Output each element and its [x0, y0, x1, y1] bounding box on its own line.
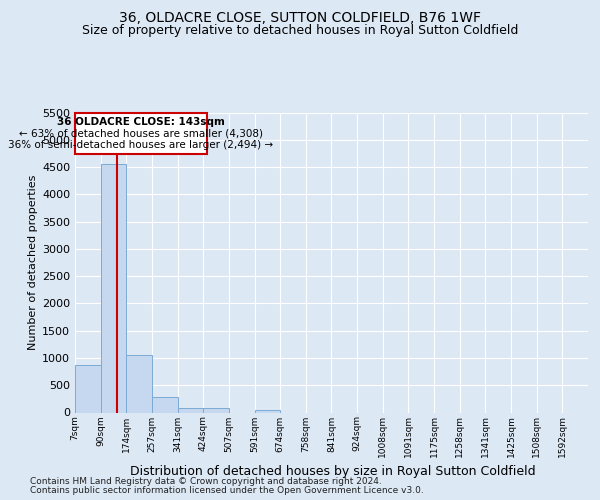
- Bar: [254, 410, 280, 412]
- Bar: [101, 164, 127, 412]
- Bar: [178, 408, 203, 412]
- Bar: [203, 408, 229, 412]
- Bar: [152, 397, 178, 412]
- Text: Distribution of detached houses by size in Royal Sutton Coldfield: Distribution of detached houses by size …: [130, 464, 536, 477]
- Y-axis label: Number of detached properties: Number of detached properties: [28, 175, 38, 350]
- Text: Contains HM Land Registry data © Crown copyright and database right 2024.: Contains HM Land Registry data © Crown c…: [30, 477, 382, 486]
- Text: 36% of semi-detached houses are larger (2,494) →: 36% of semi-detached houses are larger (…: [8, 140, 274, 150]
- Bar: [127, 354, 152, 412]
- Text: Size of property relative to detached houses in Royal Sutton Coldfield: Size of property relative to detached ho…: [82, 24, 518, 37]
- Text: ← 63% of detached houses are smaller (4,308): ← 63% of detached houses are smaller (4,…: [19, 128, 263, 138]
- Text: 36 OLDACRE CLOSE: 143sqm: 36 OLDACRE CLOSE: 143sqm: [57, 116, 225, 126]
- Bar: [75, 364, 101, 412]
- Text: Contains public sector information licensed under the Open Government Licence v3: Contains public sector information licen…: [30, 486, 424, 495]
- Text: 36, OLDACRE CLOSE, SUTTON COLDFIELD, B76 1WF: 36, OLDACRE CLOSE, SUTTON COLDFIELD, B76…: [119, 11, 481, 25]
